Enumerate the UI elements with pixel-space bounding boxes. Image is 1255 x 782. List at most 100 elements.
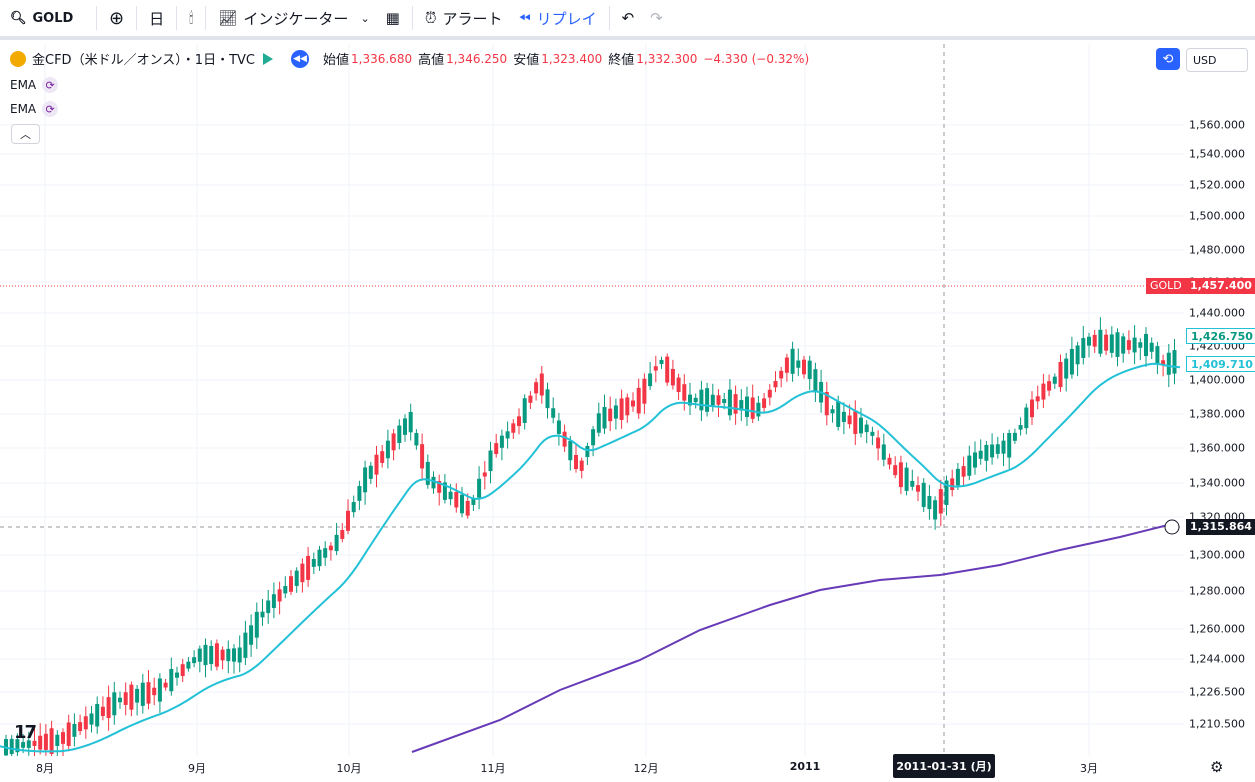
candle-body [260, 611, 265, 618]
replay-button[interactable]: ⏪︎ リプレイ [511, 0, 605, 36]
candle-body [539, 373, 544, 396]
divider [176, 6, 178, 30]
candle-body [727, 389, 732, 416]
price-tick-label: 1,244.000 [1189, 652, 1245, 666]
loading-icon: ⟳ [42, 101, 59, 117]
candle-body [311, 558, 316, 567]
candle-body [220, 649, 225, 661]
candle-body [277, 589, 282, 602]
alert-button[interactable]: ⏰︎ アラート [417, 0, 511, 36]
close-label: 終値 [608, 53, 635, 68]
candle-body [363, 467, 368, 493]
templates-button[interactable]: ▦ [378, 0, 408, 36]
price-tick-label: 1,480.000 [1189, 243, 1245, 257]
candle-body [197, 648, 202, 662]
chart-type-button[interactable]: 🕯︎ [181, 0, 201, 36]
candle-body [796, 360, 801, 368]
candle-body [123, 692, 128, 705]
candle-body [784, 357, 789, 373]
candle-body [933, 500, 938, 520]
candle-body [334, 534, 339, 552]
candle-body [813, 369, 818, 393]
time-tick-label: 2011 [789, 760, 821, 773]
currency-select[interactable]: USD [1186, 48, 1248, 72]
candle-body [1166, 352, 1171, 375]
candle-body [699, 389, 704, 411]
candle-body [916, 485, 920, 492]
auto-scale-button[interactable]: ⟲ [1156, 48, 1180, 70]
candle-body [465, 500, 470, 516]
indicator-label: EMA [10, 78, 37, 92]
undo-button[interactable]: ↶ [614, 0, 643, 36]
candle-body [385, 440, 390, 459]
candle-body [289, 576, 293, 592]
currency-label: USD [1193, 53, 1217, 67]
crosshair-add-icon[interactable] [1164, 519, 1180, 535]
candle-body [636, 387, 641, 414]
indicators-button[interactable]: 📈︎ インジケーター ⌄ [210, 0, 377, 36]
candle-body [192, 657, 197, 664]
redo-icon: ↷ [650, 9, 663, 27]
candle-body [437, 481, 442, 493]
divider [608, 6, 610, 30]
candle-body [112, 692, 117, 716]
candle-body [471, 498, 476, 505]
crosshair-date-label: 2011-01-31 (月) [893, 754, 995, 778]
open-value: 1,336.680 [351, 51, 413, 66]
candle-body [460, 494, 464, 514]
replay-indicator-icon[interactable]: ◀◀ [291, 49, 309, 68]
candle-body [1132, 337, 1137, 353]
candle-body [591, 429, 596, 446]
price-chart[interactable] [0, 44, 1184, 756]
candle-body [454, 491, 459, 508]
candle-body [625, 397, 630, 416]
candle-body [910, 480, 915, 487]
candle-body [859, 417, 863, 434]
candle-body [186, 661, 191, 669]
redo-button[interactable]: ↷ [642, 0, 671, 36]
candle-body [95, 703, 100, 727]
price-tick-label: 1,300.000 [1189, 548, 1245, 562]
price-tick-label: 1,360.000 [1189, 441, 1245, 455]
candle-body [762, 398, 767, 408]
candle-body [517, 416, 521, 427]
replay-label: リプレイ [536, 9, 597, 28]
symbol-search[interactable]: 🔍︎ GOLD [0, 0, 92, 36]
candle-body [448, 491, 453, 500]
change-value: −4.330 (−0.32%) [703, 51, 810, 66]
high-label: 高値 [418, 53, 445, 68]
low-value: 1,323.400 [541, 51, 603, 66]
loading-icon: ⟳ [42, 77, 59, 93]
candle-body [887, 457, 892, 465]
tradingview-logo[interactable]: 17 [14, 722, 37, 743]
candle-body [1144, 333, 1148, 357]
candle-body [921, 482, 926, 508]
indicator-ema-2[interactable]: EMA ⟳ [10, 101, 59, 117]
candle-body [955, 468, 960, 486]
candle-body [898, 462, 903, 488]
candle-body [750, 397, 755, 419]
candle-body [802, 359, 806, 375]
candle-body [505, 431, 510, 439]
candle-body [642, 378, 647, 404]
candle-body [830, 409, 835, 414]
price-tick-label: 1,340.000 [1189, 476, 1245, 490]
candle-body [1075, 345, 1080, 365]
collapse-legend-button[interactable]: ︿ [11, 124, 40, 144]
candle-body [49, 728, 54, 754]
candle-body [551, 408, 556, 418]
indicator-ema-1[interactable]: EMA ⟳ [10, 77, 59, 93]
high-value: 1,346.250 [446, 51, 508, 66]
candle-body [973, 452, 977, 468]
price-axis[interactable]: 1,560.000 1,540.000 1,520.000 1,500.000 1,48… [1146, 44, 1255, 756]
crosshair-price-badge: 1,315.864 [1186, 519, 1255, 535]
gear-icon[interactable]: ⚙︎ [1210, 758, 1224, 776]
candle-body [767, 389, 772, 398]
candle-body [477, 478, 482, 498]
candle-body [135, 688, 140, 703]
candle-body [841, 411, 846, 423]
add-compare-button[interactable]: ⊕ [101, 0, 132, 36]
interval-button[interactable]: 日 [141, 0, 172, 36]
candle-body [414, 432, 419, 446]
candle-body [482, 472, 487, 477]
